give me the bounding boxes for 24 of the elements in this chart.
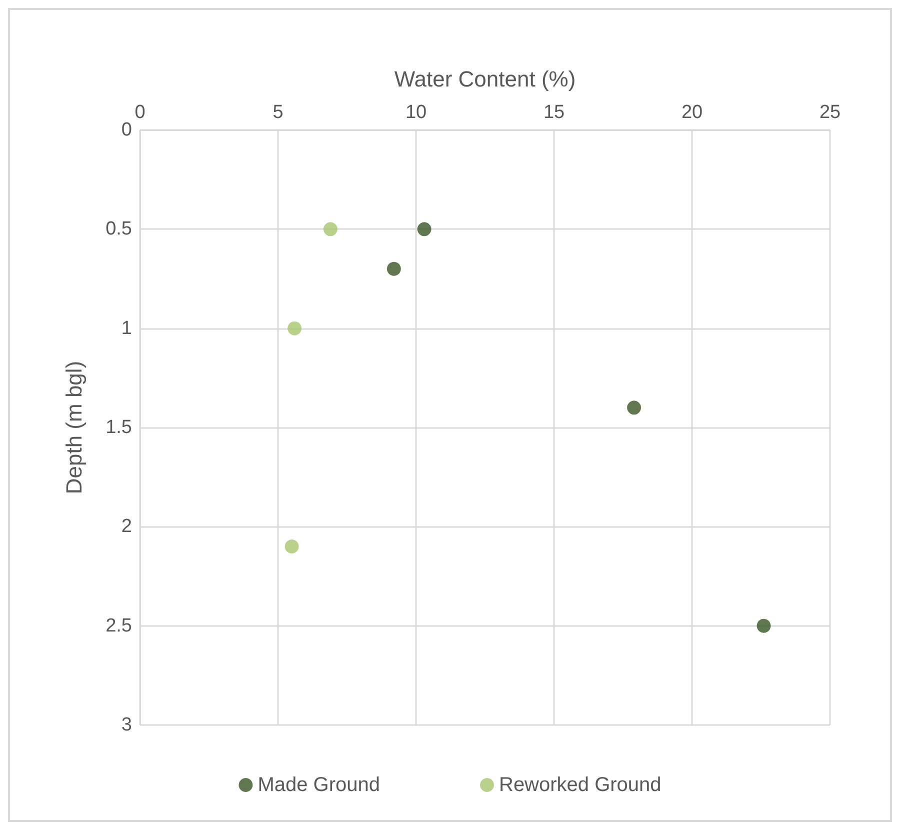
- y-tick-label: 2: [121, 516, 132, 538]
- y-tick-label: 0: [121, 120, 132, 140]
- y-tick-label: 2.5: [106, 615, 132, 636]
- point: [323, 222, 338, 236]
- x-tick-label: 25: [819, 102, 841, 123]
- legend-label: Reworked Ground: [498, 774, 662, 796]
- point: [756, 618, 771, 633]
- point: [386, 262, 401, 276]
- point: [417, 222, 432, 236]
- point: [284, 540, 299, 554]
- y-tick-label: 1.5: [106, 417, 132, 438]
- x-tick-label: 20: [681, 102, 703, 123]
- x-tick-label: 10: [405, 102, 427, 123]
- y-tick-label: 0.5: [106, 218, 132, 240]
- y-tick-label: 3: [121, 714, 132, 736]
- y-axis-title: Depth (m bgl): [62, 360, 86, 494]
- x-tick-label: 5: [272, 102, 284, 123]
- x-tick-label: 15: [543, 102, 565, 123]
- point: [288, 321, 302, 336]
- legend-label: Made Ground: [258, 774, 380, 796]
- point: [627, 400, 642, 415]
- x-axis-title: Water Content (%): [394, 66, 576, 92]
- x-tick-label: 0: [134, 102, 146, 123]
- y-tick-label: 1: [121, 318, 132, 339]
